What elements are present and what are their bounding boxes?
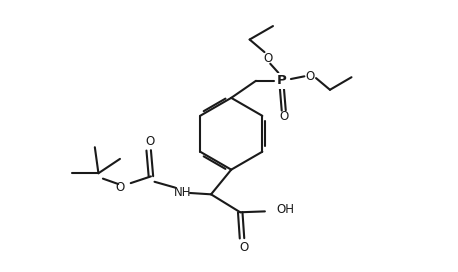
Text: NH: NH <box>174 186 191 199</box>
Text: P: P <box>277 74 287 87</box>
Text: O: O <box>279 110 289 123</box>
Text: O: O <box>305 70 314 83</box>
Text: O: O <box>239 241 248 254</box>
Text: O: O <box>146 135 155 148</box>
Text: OH: OH <box>276 203 294 216</box>
Text: O: O <box>115 181 125 194</box>
Text: O: O <box>263 52 272 65</box>
